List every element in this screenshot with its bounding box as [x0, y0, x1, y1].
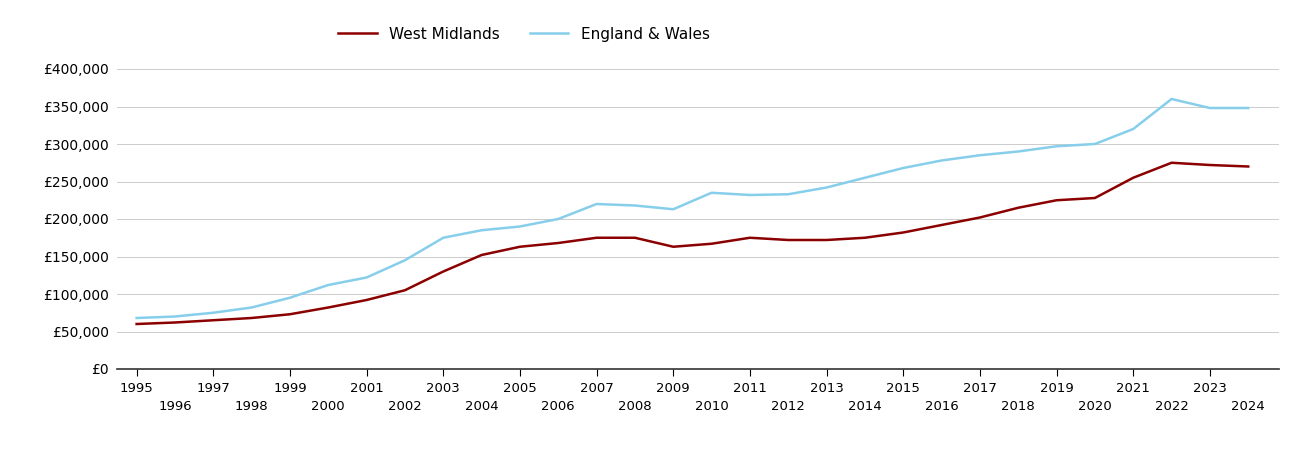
Text: 2020: 2020: [1078, 400, 1112, 413]
West Midlands: [934, 222, 950, 228]
England & Wales: [703, 190, 719, 195]
England & Wales: [1125, 126, 1141, 132]
West Midlands: [589, 235, 604, 240]
Text: 2016: 2016: [925, 400, 958, 413]
West Midlands: [167, 320, 183, 325]
England & Wales: [167, 314, 183, 319]
West Midlands: [1049, 198, 1065, 203]
England & Wales: [972, 153, 988, 158]
West Midlands: [1164, 160, 1180, 166]
West Midlands: [1202, 162, 1218, 168]
England & Wales: [244, 305, 260, 310]
West Midlands: [1010, 205, 1026, 211]
West Midlands: [129, 321, 145, 327]
West Midlands: [436, 269, 452, 274]
England & Wales: [1241, 105, 1257, 111]
West Midlands: [818, 237, 834, 243]
West Midlands: [628, 235, 643, 240]
Text: 2024: 2024: [1232, 400, 1265, 413]
West Midlands: [780, 237, 796, 243]
Text: 2012: 2012: [771, 400, 805, 413]
West Midlands: [551, 240, 566, 246]
Text: 2006: 2006: [542, 400, 576, 413]
England & Wales: [666, 207, 681, 212]
England & Wales: [512, 224, 527, 229]
West Midlands: [972, 215, 988, 220]
Text: 2010: 2010: [694, 400, 728, 413]
West Midlands: [1125, 175, 1141, 180]
England & Wales: [934, 158, 950, 163]
West Midlands: [321, 305, 337, 310]
West Midlands: [244, 315, 260, 321]
England & Wales: [1049, 144, 1065, 149]
West Midlands: [743, 235, 758, 240]
England & Wales: [282, 295, 298, 301]
Text: 2002: 2002: [388, 400, 422, 413]
England & Wales: [551, 216, 566, 222]
Text: 2022: 2022: [1155, 400, 1189, 413]
West Midlands: [666, 244, 681, 249]
West Midlands: [282, 311, 298, 317]
Text: 2018: 2018: [1001, 400, 1035, 413]
England & Wales: [1010, 149, 1026, 154]
Text: 2000: 2000: [312, 400, 345, 413]
England & Wales: [818, 185, 834, 190]
West Midlands: [895, 230, 911, 235]
England & Wales: [895, 165, 911, 171]
West Midlands: [703, 241, 719, 247]
England & Wales: [359, 275, 375, 280]
England & Wales: [857, 175, 873, 180]
England & Wales: [205, 310, 221, 315]
England & Wales: [1202, 105, 1218, 111]
England & Wales: [589, 201, 604, 207]
England & Wales: [1164, 96, 1180, 102]
England & Wales: [780, 192, 796, 197]
Legend: West Midlands, England & Wales: West Midlands, England & Wales: [333, 21, 715, 48]
West Midlands: [1087, 195, 1103, 201]
England & Wales: [436, 235, 452, 240]
West Midlands: [857, 235, 873, 240]
England & Wales: [743, 192, 758, 198]
Line: England & Wales: England & Wales: [137, 99, 1249, 318]
West Midlands: [359, 297, 375, 303]
Text: 2008: 2008: [619, 400, 651, 413]
West Midlands: [474, 252, 489, 258]
England & Wales: [628, 203, 643, 208]
West Midlands: [397, 288, 412, 293]
England & Wales: [321, 282, 337, 288]
Text: 1996: 1996: [158, 400, 192, 413]
West Midlands: [512, 244, 527, 249]
England & Wales: [397, 257, 412, 263]
West Midlands: [1241, 164, 1257, 169]
Text: 2014: 2014: [848, 400, 882, 413]
England & Wales: [129, 315, 145, 321]
Text: 1998: 1998: [235, 400, 269, 413]
England & Wales: [1087, 141, 1103, 147]
West Midlands: [205, 318, 221, 323]
Line: West Midlands: West Midlands: [137, 163, 1249, 324]
Text: 2004: 2004: [465, 400, 499, 413]
England & Wales: [474, 228, 489, 233]
